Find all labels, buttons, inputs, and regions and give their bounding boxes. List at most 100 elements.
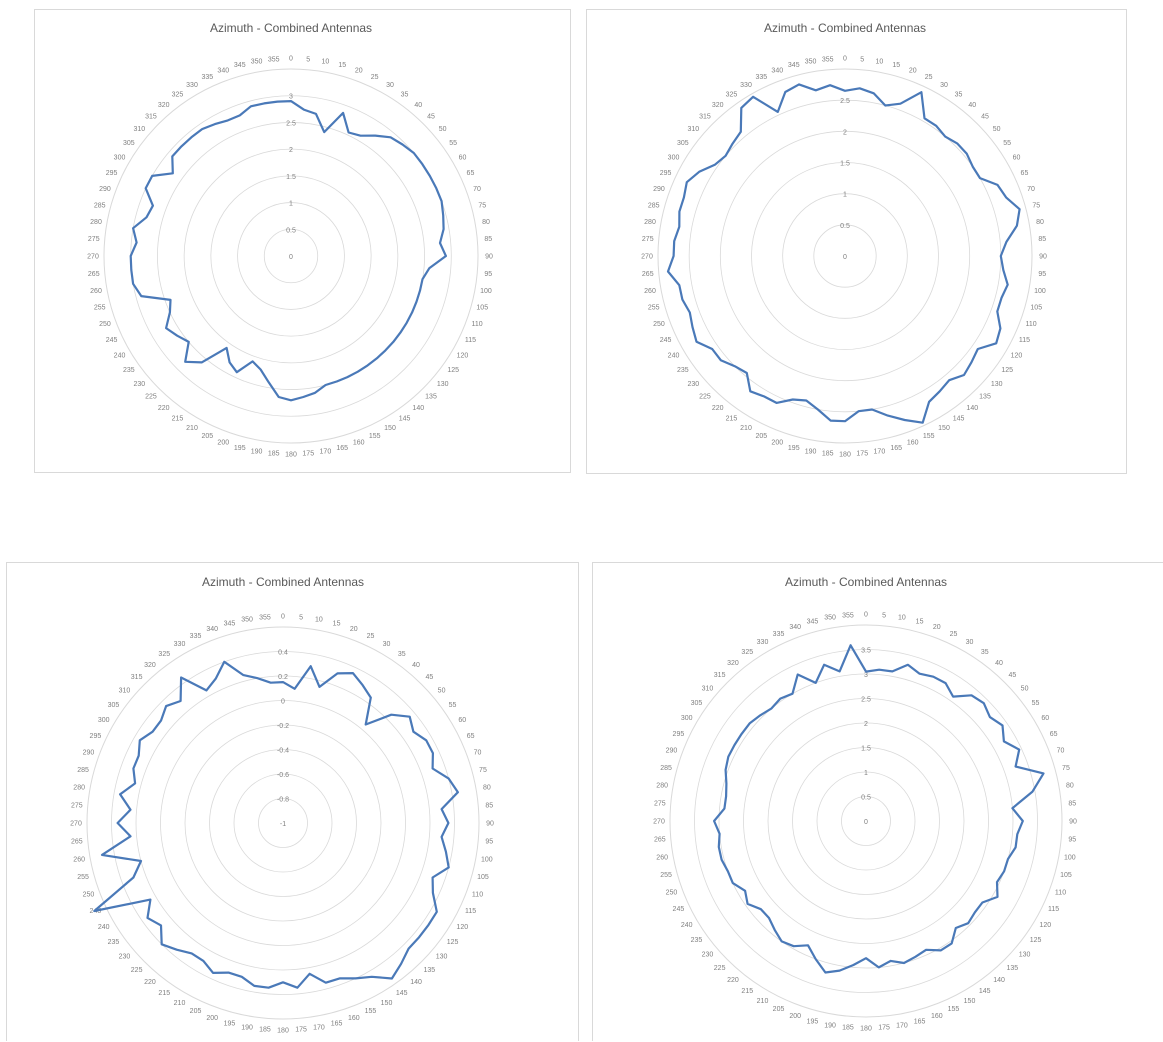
radial-tick-label: -0.6 <box>277 772 289 779</box>
angle-label: 105 <box>1030 305 1042 312</box>
angle-label: 50 <box>439 126 447 133</box>
angle-label: 45 <box>981 113 989 120</box>
angle-label: 350 <box>241 617 253 624</box>
angle-label: 315 <box>145 113 157 120</box>
angle-label: 25 <box>950 631 958 638</box>
angle-label: 95 <box>485 839 493 846</box>
angle-label: 185 <box>822 451 834 458</box>
angle-label: 120 <box>1039 922 1051 929</box>
angle-label: 65 <box>467 733 475 740</box>
radial-tick-label: 0.4 <box>278 650 288 657</box>
angle-label: 265 <box>71 839 83 846</box>
angle-label: 310 <box>702 685 714 692</box>
angle-label: 30 <box>383 641 391 648</box>
angle-label: 80 <box>1066 783 1074 790</box>
angle-label: 340 <box>206 626 218 633</box>
angle-label: 295 <box>673 731 685 738</box>
angle-label: 235 <box>123 367 135 374</box>
radial-tick-label: 1.5 <box>840 161 850 168</box>
angle-label: 270 <box>87 254 99 261</box>
radar-chart-2: Azimuth - Combined Antennas00.511.522.50… <box>587 10 1128 475</box>
angle-label: 265 <box>642 271 654 278</box>
angle-label: 340 <box>771 67 783 74</box>
angle-label: 150 <box>964 998 976 1005</box>
radial-tick-label: 2 <box>864 721 868 728</box>
angle-label: 215 <box>726 416 738 423</box>
angle-label: 155 <box>948 1006 960 1013</box>
angle-label: 310 <box>687 126 699 133</box>
angle-label: 250 <box>666 889 678 896</box>
angle-label: 100 <box>481 856 493 863</box>
radial-tick-label: -0.8 <box>277 797 289 804</box>
angle-label: 320 <box>727 660 739 667</box>
angle-label: 190 <box>251 448 263 455</box>
radial-tick-label: -1 <box>280 821 286 828</box>
angle-label: 115 <box>1048 906 1059 913</box>
angle-label: 15 <box>333 621 341 628</box>
angle-label: 200 <box>789 1013 801 1020</box>
angle-label: 115 <box>465 337 476 344</box>
angle-label: 45 <box>427 113 435 120</box>
radial-tick-label: 1 <box>289 201 293 208</box>
angle-label: 330 <box>757 639 769 646</box>
angle-label: 120 <box>456 924 468 931</box>
chart-title: Azimuth - Combined Antennas <box>210 21 372 35</box>
angle-label: 320 <box>712 102 724 109</box>
angle-label: 260 <box>73 856 85 863</box>
radial-tick-label: 2.5 <box>286 120 296 127</box>
angle-label: 255 <box>77 874 89 881</box>
angle-label: 160 <box>931 1013 943 1020</box>
angle-label: 350 <box>251 59 263 66</box>
angle-label: 190 <box>805 448 817 455</box>
angle-label: 205 <box>755 433 767 440</box>
angle-label: 105 <box>477 874 489 881</box>
angle-label: 10 <box>875 59 883 66</box>
angle-label: 265 <box>88 271 100 278</box>
angle-label: 85 <box>485 802 493 809</box>
radial-tick-label: 0.5 <box>286 227 296 234</box>
angle-label: 10 <box>321 59 329 66</box>
angle-label: 40 <box>412 662 420 669</box>
angle-label: 190 <box>241 1024 253 1031</box>
angle-label: 225 <box>145 394 157 401</box>
angle-label: 210 <box>186 425 198 432</box>
angle-label: 220 <box>727 977 739 984</box>
angle-label: 65 <box>467 170 475 177</box>
angle-label: 330 <box>186 82 198 89</box>
angle-label: 85 <box>484 236 492 243</box>
angle-label: 210 <box>740 425 752 432</box>
angle-label: 280 <box>73 785 85 792</box>
angle-label: 230 <box>687 381 699 388</box>
angle-label: 310 <box>119 687 131 694</box>
angle-label: 270 <box>641 254 653 261</box>
angle-label: 180 <box>839 452 851 459</box>
angle-label: 45 <box>425 674 433 681</box>
angle-label: 15 <box>892 62 900 69</box>
angle-label: 175 <box>856 451 868 458</box>
angle-label: 170 <box>313 1024 325 1031</box>
angle-label: 250 <box>653 321 665 328</box>
angle-label: 330 <box>740 82 752 89</box>
angle-label: 200 <box>771 440 783 447</box>
chart-title: Azimuth - Combined Antennas <box>785 575 947 589</box>
angle-label: 325 <box>741 649 753 656</box>
angle-label: 25 <box>367 633 375 640</box>
angle-label: 110 <box>1055 889 1066 896</box>
angle-label: 40 <box>968 102 976 109</box>
angle-label: 15 <box>338 62 346 69</box>
angle-label: 195 <box>234 445 246 452</box>
angle-label: 195 <box>224 1020 236 1027</box>
angle-label: 130 <box>991 381 1003 388</box>
angle-label: 175 <box>295 1027 307 1034</box>
angle-label: 80 <box>483 785 491 792</box>
angle-label: 130 <box>1019 952 1031 959</box>
chart-panel-3: Azimuth - Combined Antennas-1-0.8-0.6-0.… <box>6 562 579 1041</box>
angle-label: 240 <box>668 353 680 360</box>
angle-label: 235 <box>108 939 120 946</box>
chart-title: Azimuth - Combined Antennas <box>764 21 926 35</box>
angle-label: 20 <box>350 626 358 633</box>
series-line <box>131 101 446 400</box>
angle-label: 105 <box>476 305 488 312</box>
chart-title: Azimuth - Combined Antennas <box>202 575 364 589</box>
